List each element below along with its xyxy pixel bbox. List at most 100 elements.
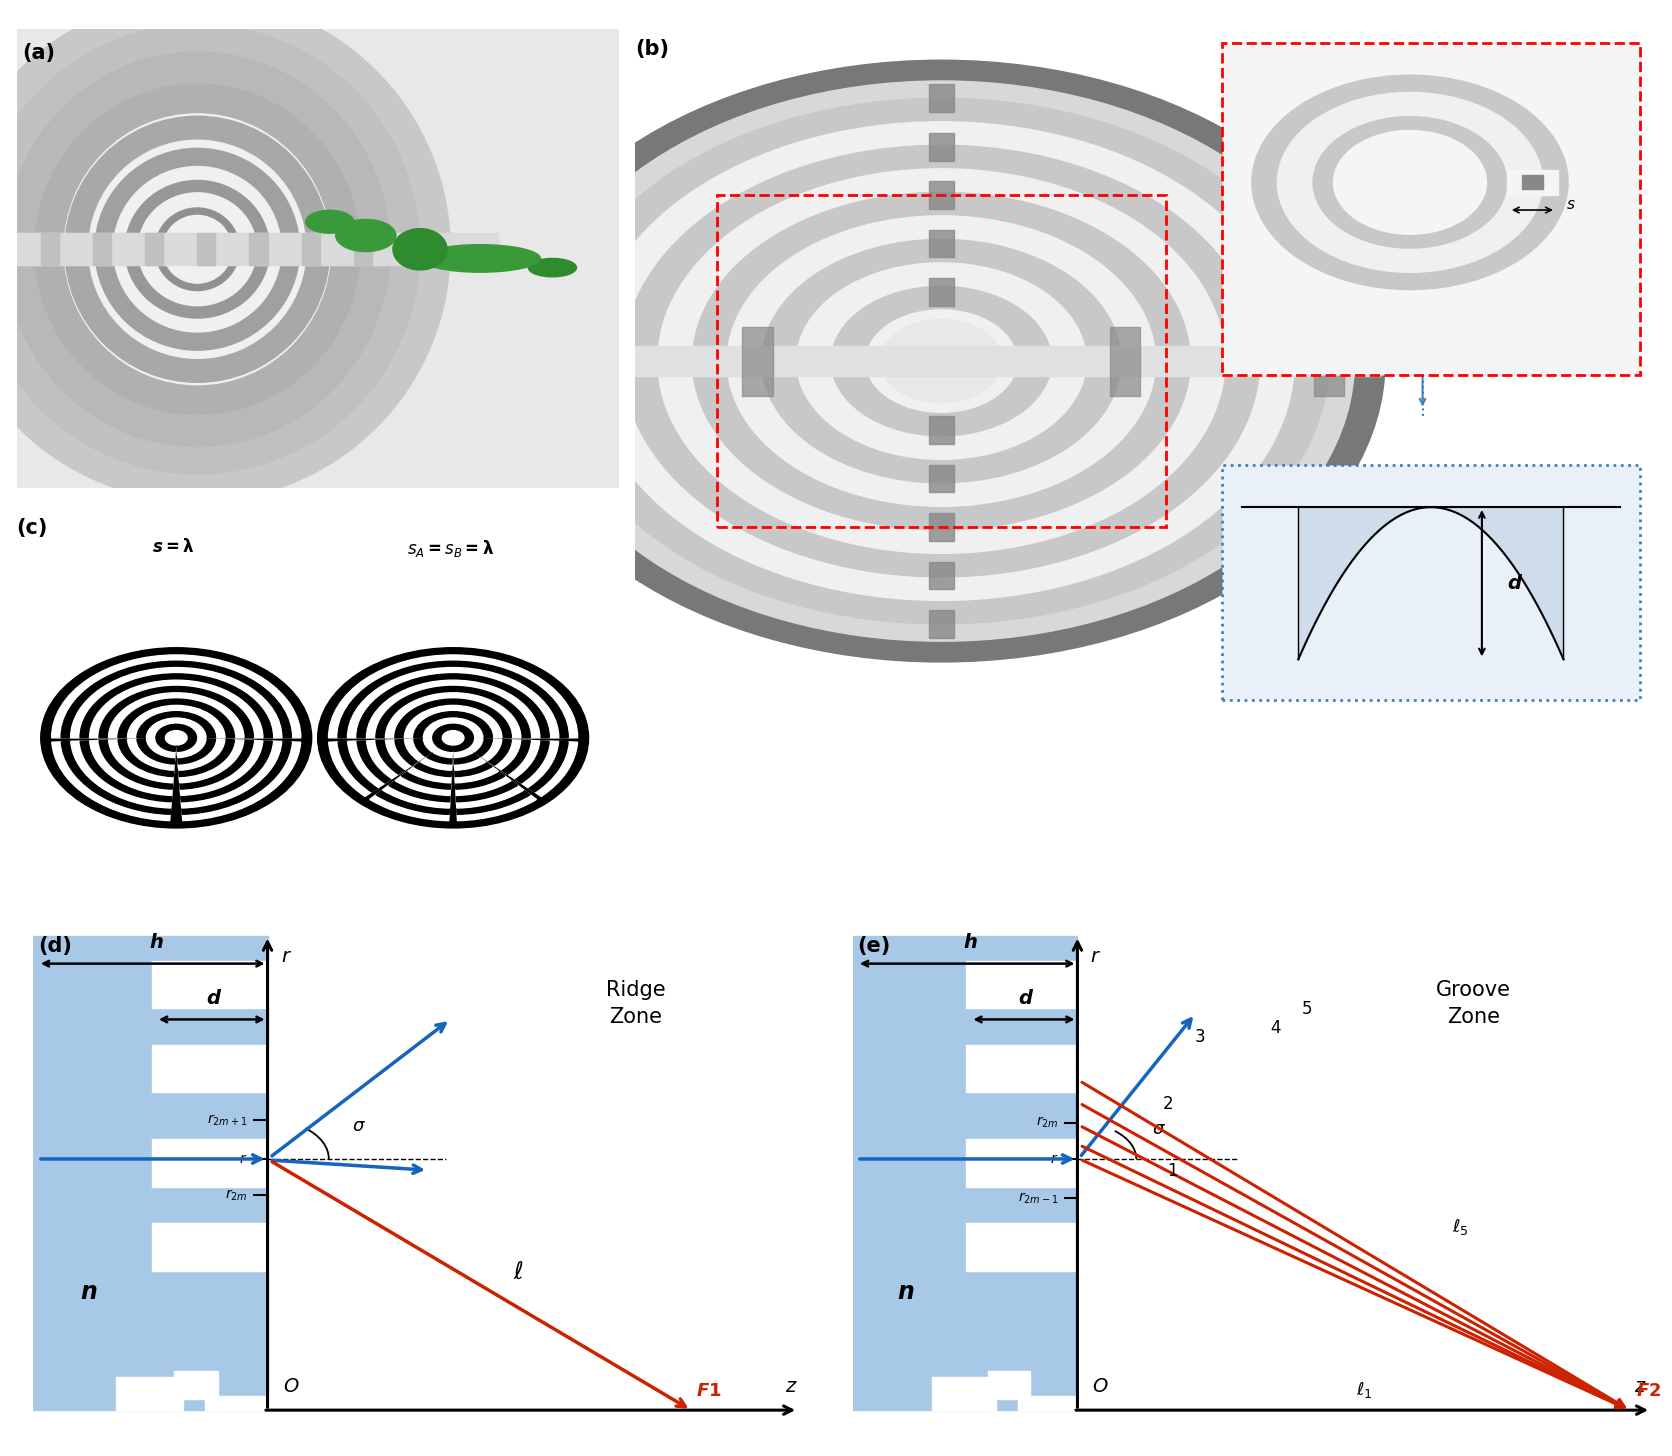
Text: $s$: $s$ xyxy=(1567,197,1575,211)
Wedge shape xyxy=(318,738,589,828)
Wedge shape xyxy=(453,738,568,792)
Wedge shape xyxy=(453,738,492,756)
Bar xyxy=(354,233,371,265)
Wedge shape xyxy=(147,738,176,757)
Bar xyxy=(145,233,164,265)
Wedge shape xyxy=(329,738,453,796)
Bar xyxy=(1018,1396,1077,1409)
Wedge shape xyxy=(453,738,502,761)
Wedge shape xyxy=(109,693,244,738)
Bar xyxy=(197,233,216,265)
Text: $\boldsymbol{h}$: $\boldsymbol{h}$ xyxy=(149,933,164,952)
Wedge shape xyxy=(119,699,234,738)
Wedge shape xyxy=(433,724,473,738)
Wedge shape xyxy=(176,738,291,814)
Text: $\boldsymbol{s = \lambda}$: $\boldsymbol{s = \lambda}$ xyxy=(152,537,194,556)
Wedge shape xyxy=(119,738,176,776)
Wedge shape xyxy=(433,738,453,757)
Bar xyxy=(115,1377,182,1409)
Ellipse shape xyxy=(139,192,256,306)
Text: $O$: $O$ xyxy=(1092,1377,1109,1396)
Wedge shape xyxy=(453,738,520,770)
Text: 5: 5 xyxy=(1302,1000,1313,1018)
Ellipse shape xyxy=(64,114,331,384)
Wedge shape xyxy=(166,738,176,745)
Wedge shape xyxy=(453,738,512,795)
Bar xyxy=(152,1223,268,1271)
Bar xyxy=(930,562,953,590)
Circle shape xyxy=(657,169,1226,553)
Bar xyxy=(174,1372,219,1399)
Wedge shape xyxy=(453,738,463,743)
Text: $\boldsymbol{d}$: $\boldsymbol{d}$ xyxy=(1018,989,1035,1008)
Circle shape xyxy=(528,82,1354,641)
Wedge shape xyxy=(155,738,176,751)
Wedge shape xyxy=(453,738,540,779)
Wedge shape xyxy=(80,674,273,738)
Wedge shape xyxy=(62,738,176,814)
Wedge shape xyxy=(415,712,492,738)
Bar xyxy=(206,1396,268,1409)
Wedge shape xyxy=(70,667,283,738)
Bar xyxy=(930,464,953,492)
Wedge shape xyxy=(453,738,505,789)
Circle shape xyxy=(1277,93,1543,272)
Text: $\boldsymbol{F1}$: $\boldsymbol{F1}$ xyxy=(696,1382,721,1401)
Bar xyxy=(930,132,953,160)
Wedge shape xyxy=(99,686,254,738)
Wedge shape xyxy=(370,738,453,821)
Circle shape xyxy=(879,320,1003,403)
Ellipse shape xyxy=(40,87,354,411)
Circle shape xyxy=(1252,76,1568,290)
Ellipse shape xyxy=(155,208,239,291)
Bar xyxy=(742,326,772,396)
Text: (e): (e) xyxy=(858,936,890,955)
Wedge shape xyxy=(366,680,540,738)
Bar xyxy=(152,1140,268,1187)
Bar xyxy=(930,230,953,258)
Ellipse shape xyxy=(95,149,299,349)
Bar xyxy=(853,936,1077,1409)
Bar xyxy=(988,1372,1030,1399)
Wedge shape xyxy=(356,674,550,738)
Wedge shape xyxy=(99,738,176,789)
Wedge shape xyxy=(127,705,226,738)
Wedge shape xyxy=(176,738,187,745)
Wedge shape xyxy=(348,738,453,788)
Ellipse shape xyxy=(306,210,354,233)
Wedge shape xyxy=(52,655,301,738)
Bar xyxy=(966,1044,1077,1092)
Wedge shape xyxy=(390,738,453,802)
Wedge shape xyxy=(366,738,453,779)
Wedge shape xyxy=(453,738,498,783)
Wedge shape xyxy=(176,738,234,776)
Bar xyxy=(0,233,498,265)
Ellipse shape xyxy=(125,181,269,317)
Wedge shape xyxy=(453,738,577,796)
Bar xyxy=(930,610,953,638)
Wedge shape xyxy=(338,661,568,738)
Text: (b): (b) xyxy=(635,39,669,60)
Ellipse shape xyxy=(65,116,329,383)
Text: $r$: $r$ xyxy=(281,946,293,965)
Wedge shape xyxy=(385,693,522,738)
Bar xyxy=(33,936,268,1409)
Bar xyxy=(930,513,953,540)
Circle shape xyxy=(866,310,1017,412)
Text: $r$: $r$ xyxy=(239,1152,247,1166)
Wedge shape xyxy=(453,738,492,776)
Wedge shape xyxy=(318,648,589,738)
Text: $\boldsymbol{d}$: $\boldsymbol{d}$ xyxy=(206,989,222,1008)
Wedge shape xyxy=(40,648,311,738)
Wedge shape xyxy=(415,738,453,756)
Circle shape xyxy=(1313,116,1506,248)
Ellipse shape xyxy=(89,140,306,358)
Text: $\boldsymbol{d}$: $\boldsymbol{d}$ xyxy=(1508,574,1523,593)
Text: $\boldsymbol{F2}$: $\boldsymbol{F2}$ xyxy=(1635,1382,1662,1401)
Wedge shape xyxy=(137,738,176,764)
Wedge shape xyxy=(176,738,226,770)
Text: (d): (d) xyxy=(38,936,72,955)
Wedge shape xyxy=(376,686,530,738)
Wedge shape xyxy=(415,738,453,776)
Wedge shape xyxy=(453,738,558,788)
